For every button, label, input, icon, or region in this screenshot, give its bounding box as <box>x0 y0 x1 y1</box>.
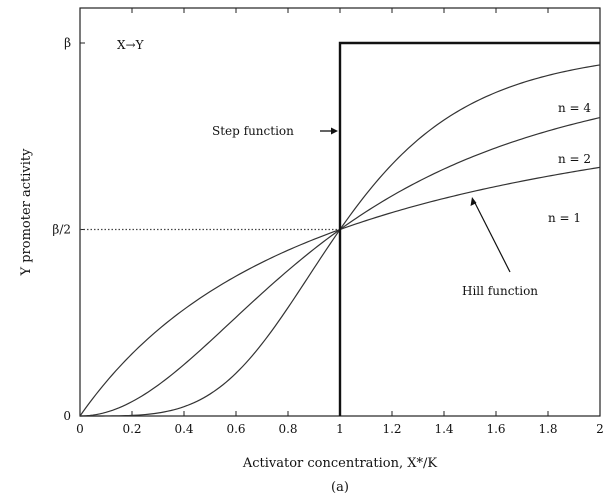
series-label-n2: n = 2 <box>558 152 591 166</box>
series-label-n4: n = 4 <box>558 101 591 115</box>
y-tick-label: 0 <box>63 409 71 423</box>
x-axis-label: Activator concentration, X*/K <box>242 456 438 471</box>
x-tick-label: 0.4 <box>174 422 193 436</box>
y-tick-labels: 0 β/2 β <box>52 36 71 423</box>
y-tick-label: β/2 <box>52 223 71 237</box>
x-tick-label: 0.2 <box>122 422 141 436</box>
step-function-arrowhead <box>331 127 338 135</box>
panel-label: (a) <box>331 480 349 495</box>
x-tick-label: 0 <box>76 422 84 436</box>
x-tick-label: 1.4 <box>434 422 453 436</box>
hill-function-arrow <box>473 200 511 273</box>
x-tick-label: 1.6 <box>486 422 505 436</box>
x-tick-label: 2 <box>596 422 603 436</box>
x-tick-label: 0.6 <box>226 422 245 436</box>
x-tick-label: 1 <box>336 422 344 436</box>
series-line-step-function <box>338 41 600 416</box>
series-label-n1: n = 1 <box>548 211 581 225</box>
inset-label: X→Y <box>117 38 145 52</box>
hill-function-label: Hill function <box>462 284 538 298</box>
x-tick-labels: 0 0.2 0.4 0.6 0.8 1 1.2 1.4 1.6 1.8 2 <box>76 422 603 436</box>
step-function-label: Step function <box>212 124 294 138</box>
y-axis-label: Y promoter activity <box>19 148 34 277</box>
x-tick-label: 0.8 <box>278 422 297 436</box>
x-tick-label: 1.2 <box>382 422 401 436</box>
y-tick-label: β <box>64 36 71 50</box>
hill-function-arrowhead <box>470 197 477 206</box>
x-tick-label: 1.8 <box>538 422 557 436</box>
series-group <box>79 41 601 417</box>
